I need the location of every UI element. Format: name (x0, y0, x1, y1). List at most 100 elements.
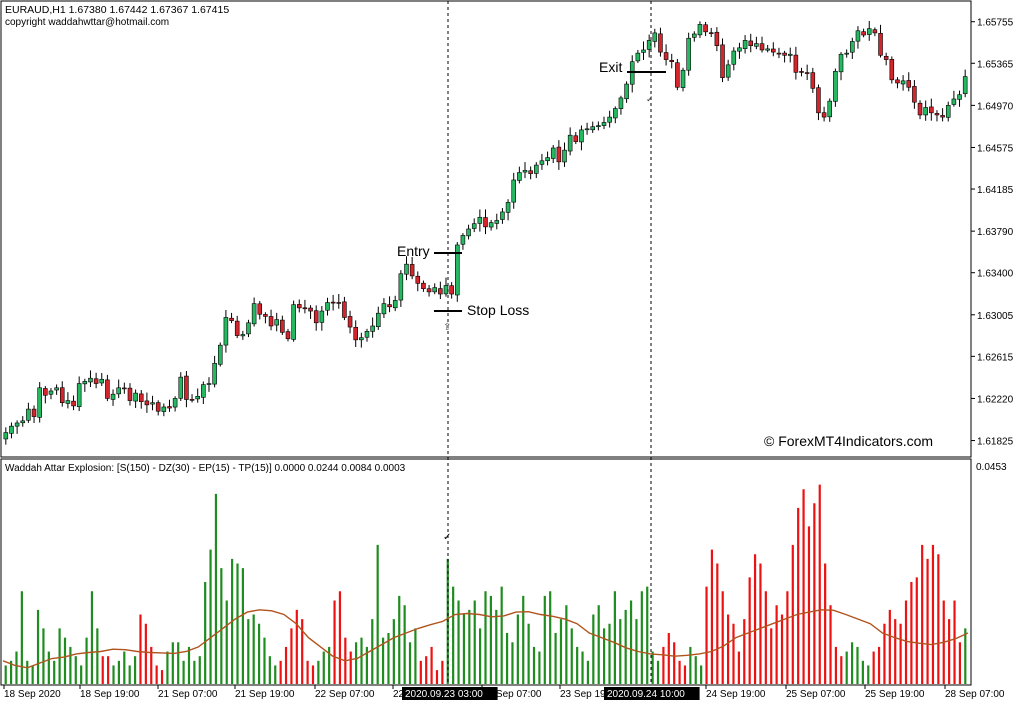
indicator-title: Waddah Attar Explosion: [S(150) - DZ(30)… (5, 463, 406, 474)
candle (900, 75, 906, 91)
candle (240, 330, 246, 340)
candle (330, 294, 336, 311)
axes-layer: 1.65755 1.65365 1.64970 1.64575 1.64185 1.637… (3, 18, 1014, 700)
candle (613, 106, 618, 124)
candle (127, 383, 133, 406)
candle (71, 395, 76, 411)
candle (246, 319, 251, 338)
candle (584, 122, 590, 135)
candle (940, 108, 945, 122)
candle (505, 199, 511, 221)
candle (675, 59, 680, 91)
candle (82, 378, 88, 392)
candle (93, 372, 99, 389)
candle (579, 125, 584, 151)
time-axis-label: 21 Sep 19:00 (235, 689, 295, 700)
time-axis-label: 23 Sep 07:00 (482, 689, 542, 700)
candle (483, 209, 488, 235)
candle (319, 305, 325, 331)
price-axis-label: 1.63400 (977, 269, 1014, 280)
time-axis-label: 23 Sep 19:00 (560, 689, 620, 700)
candle (76, 376, 82, 412)
candle (336, 293, 342, 309)
candle (167, 399, 172, 412)
candle (855, 26, 861, 49)
candle (189, 394, 195, 403)
candle (376, 306, 381, 330)
price-axis-label: 1.63005 (977, 311, 1014, 322)
candle (861, 28, 866, 38)
candle (804, 64, 810, 80)
candle (65, 392, 71, 409)
candle (381, 298, 387, 318)
candle (624, 81, 629, 103)
candle (471, 218, 477, 233)
candle (229, 312, 234, 324)
time-axis-label: 2020.09.24 10:00 (607, 689, 685, 700)
time-axis-label: 2020.09.23 03:00 (405, 689, 483, 700)
candle (409, 256, 415, 280)
candle (48, 388, 54, 400)
price-axis-label: 1.64970 (977, 101, 1014, 112)
candle (962, 69, 968, 98)
candle (353, 320, 358, 347)
candle (607, 110, 612, 128)
candle (556, 140, 562, 170)
candle (895, 77, 900, 89)
candle (641, 41, 646, 60)
time-marker-box (604, 687, 700, 700)
candle (342, 296, 347, 321)
candle (26, 402, 31, 423)
price-axis-label: 1.63790 (977, 227, 1014, 238)
candle (923, 100, 928, 121)
candle (742, 35, 748, 54)
candle (596, 121, 601, 131)
candle (280, 315, 285, 336)
hist-check-icon: ✓ (443, 532, 451, 543)
candle (793, 46, 799, 80)
candle (421, 280, 426, 292)
entry-arrow-icon: ⇧ (443, 322, 451, 333)
candle (866, 20, 872, 41)
candle (9, 422, 14, 439)
candle (37, 382, 42, 423)
price-panel[interactable] (0, 0, 972, 458)
candle (387, 296, 392, 313)
candle (404, 256, 409, 281)
time-marker-box (402, 687, 498, 700)
candle (652, 28, 658, 48)
candle (692, 31, 697, 42)
price-axis-label: 1.65365 (977, 59, 1014, 70)
candle (370, 317, 375, 338)
symbol-line: EURAUD,H1 1.67380 1.67442 1.67367 1.6741… (5, 4, 229, 16)
candle (810, 67, 816, 93)
candle (217, 342, 223, 367)
candle (635, 49, 641, 64)
candle (54, 384, 59, 395)
candle (821, 106, 827, 122)
candle (567, 127, 573, 156)
candle (816, 84, 821, 121)
candle (844, 49, 849, 58)
candle (161, 403, 167, 417)
signal-layer (2, 609, 969, 669)
candle (313, 305, 319, 331)
candle (663, 44, 669, 66)
candle (680, 67, 686, 92)
candle (686, 32, 691, 76)
candle (308, 305, 313, 319)
candle (787, 47, 793, 63)
candle (392, 295, 398, 312)
candle (14, 420, 20, 434)
candle (883, 52, 889, 66)
price-axis-label: 1.62220 (977, 394, 1014, 405)
candle (291, 300, 296, 342)
candle (234, 315, 240, 339)
candle (737, 42, 742, 59)
indicator-panel[interactable] (0, 458, 972, 686)
candle (257, 300, 263, 320)
candle (172, 396, 178, 412)
candle (263, 312, 268, 324)
candle (669, 53, 675, 69)
candle (251, 297, 257, 327)
